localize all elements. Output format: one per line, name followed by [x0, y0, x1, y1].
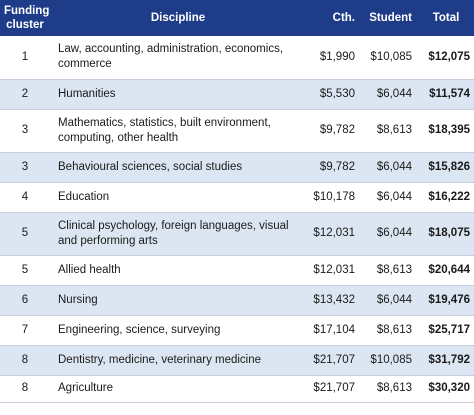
cell-cth: $12,031 [306, 255, 361, 286]
cell-student: $6,044 [361, 285, 418, 316]
cell-total: $25,717 [418, 315, 474, 346]
cell-discipline: Allied health [50, 255, 306, 286]
cell-cth: $17,104 [306, 315, 361, 346]
cell-cth: $5,530 [306, 79, 361, 110]
cell-cluster: 3 [0, 152, 50, 183]
cell-discipline: Clinical psychology, foreign languages, … [50, 212, 306, 256]
cell-student: $8,613 [361, 255, 418, 286]
header-student: Student [369, 12, 412, 24]
cell-discipline: Education [50, 182, 306, 213]
table-row: 5 Allied health $12,031 $8,613 $20,644 [0, 255, 474, 286]
table-row: 8 Agriculture $21,707 $8,613 $30,320 [0, 375, 474, 403]
cell-total: $19,476 [418, 285, 474, 316]
table-row: 6 Nursing $13,432 $6,044 $19,476 [0, 285, 474, 316]
table-row: 5 Clinical psychology, foreign languages… [0, 212, 474, 256]
cell-student: $8,613 [361, 375, 418, 403]
cell-discipline: Engineering, science, surveying [50, 315, 306, 346]
cell-cth: $21,707 [306, 375, 361, 403]
cell-cth: $12,031 [306, 212, 361, 256]
table-row: 1 Law, accounting, administration, econo… [0, 36, 474, 80]
cell-total: $16,222 [418, 182, 474, 213]
cell-student: $10,085 [361, 345, 418, 376]
cell-cth: $13,432 [306, 285, 361, 316]
header-total: Total [432, 12, 460, 24]
cell-student: $8,613 [361, 315, 418, 346]
cell-cth: $9,782 [306, 109, 361, 153]
table-body: 1 Law, accounting, administration, econo… [0, 36, 474, 403]
table-row: 7 Engineering, science, surveying $17,10… [0, 315, 474, 346]
cell-discipline: Nursing [50, 285, 306, 316]
table-row: 8 Dentistry, medicine, veterinary medici… [0, 345, 474, 376]
cell-cluster: 5 [0, 255, 50, 286]
cell-total: $11,574 [418, 79, 474, 110]
cell-total: $15,826 [418, 152, 474, 183]
header-funding-cluster: Funding cluster [4, 5, 50, 31]
cell-discipline: Law, accounting, administration, economi… [50, 36, 306, 80]
cell-discipline: Dentistry, medicine, veterinary medicine [50, 345, 306, 376]
cell-discipline: Agriculture [50, 375, 306, 403]
table-row: 2 Humanities $5,530 $6,044 $11,574 [0, 79, 474, 110]
cell-total: $18,075 [418, 212, 474, 256]
funding-table: Funding cluster Discipline Cth. Student … [0, 0, 474, 403]
cell-cth: $1,990 [306, 36, 361, 80]
header-cth: Cth. [332, 12, 355, 24]
cell-cluster: 3 [0, 109, 50, 153]
table-row: 3 Behavioural sciences, social studies $… [0, 152, 474, 183]
cell-cluster: 8 [0, 375, 50, 403]
header-row: Funding cluster Discipline Cth. Student … [0, 0, 474, 36]
cell-cluster: 1 [0, 36, 50, 80]
table-row: 4 Education $10,178 $6,044 $16,222 [0, 182, 474, 213]
cell-cluster: 7 [0, 315, 50, 346]
cell-cluster: 5 [0, 212, 50, 256]
cell-total: $12,075 [418, 36, 474, 80]
cell-cth: $10,178 [306, 182, 361, 213]
table-header: Funding cluster Discipline Cth. Student … [0, 0, 474, 36]
cell-student: $6,044 [361, 212, 418, 256]
cell-cth: $9,782 [306, 152, 361, 183]
cell-total: $31,792 [418, 345, 474, 376]
cell-cluster: 8 [0, 345, 50, 376]
cell-discipline: Humanities [50, 79, 306, 110]
header-discipline: Discipline [150, 12, 206, 24]
cell-total: $30,320 [418, 375, 474, 403]
cell-discipline: Mathematics, statistics, built environme… [50, 109, 306, 153]
cell-discipline: Behavioural sciences, social studies [50, 152, 306, 183]
cell-student: $8,613 [361, 109, 418, 153]
cell-total: $20,644 [418, 255, 474, 286]
cell-student: $6,044 [361, 79, 418, 110]
cell-total: $18,395 [418, 109, 474, 153]
cell-student: $6,044 [361, 152, 418, 183]
cell-student: $10,085 [361, 36, 418, 80]
cell-cth: $21,707 [306, 345, 361, 376]
cell-cluster: 2 [0, 79, 50, 110]
cell-cluster: 4 [0, 182, 50, 213]
table-row: 3 Mathematics, statistics, built environ… [0, 109, 474, 153]
cell-student: $6,044 [361, 182, 418, 213]
cell-cluster: 6 [0, 285, 50, 316]
